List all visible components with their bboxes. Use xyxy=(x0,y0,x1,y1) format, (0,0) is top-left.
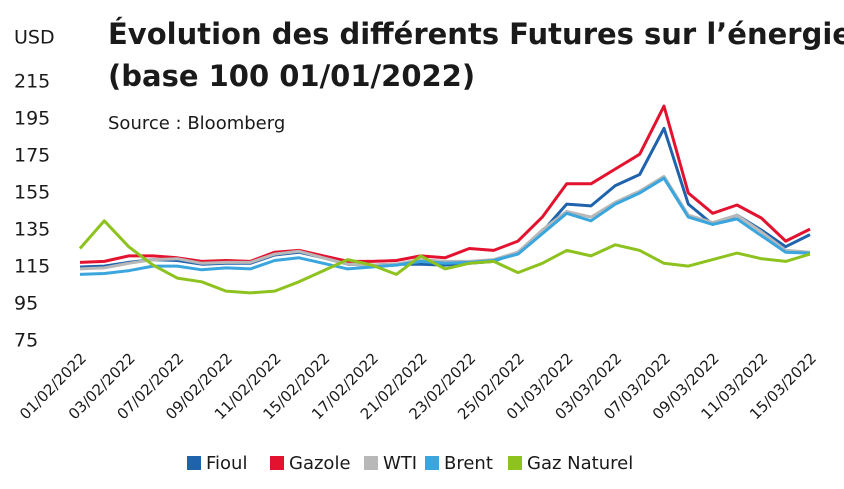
series-line xyxy=(79,176,811,276)
y-tick-label: 95 xyxy=(14,293,38,315)
source: Source : Bloomberg xyxy=(108,113,285,134)
y-tick-label: 175 xyxy=(14,145,50,167)
series-line xyxy=(79,126,811,269)
legend-label: Gaz Naturel xyxy=(527,453,633,474)
series-line xyxy=(79,104,811,264)
chart-subtitle: (base 100 01/01/2022) xyxy=(108,59,475,93)
legend-label: Brent xyxy=(444,453,493,474)
legend-swatch xyxy=(508,456,522,470)
legend-swatch xyxy=(364,456,378,470)
legend: Fioul Gazole WTI Brent Gaz Naturel xyxy=(187,453,633,474)
y-tick-label: 115 xyxy=(14,256,50,278)
legend-swatch xyxy=(270,456,284,470)
y-tick-label: 75 xyxy=(14,330,38,352)
series-line xyxy=(79,174,811,271)
legend-label: Gazole xyxy=(289,453,351,474)
series-line xyxy=(78,219,811,295)
legend-label: Fioul xyxy=(206,453,247,474)
y-tick-label: 215 xyxy=(14,71,50,93)
legend-label: WTI xyxy=(383,453,417,474)
y-tick-label: 155 xyxy=(14,182,50,204)
y-tick-label: 195 xyxy=(14,108,50,130)
chart-title: Évolution des différents Futures sur l’é… xyxy=(108,17,844,51)
legend-swatch xyxy=(425,456,439,470)
legend-swatch xyxy=(187,456,201,470)
y-tick-label: 135 xyxy=(14,219,50,241)
y-unit: USD xyxy=(14,27,55,49)
